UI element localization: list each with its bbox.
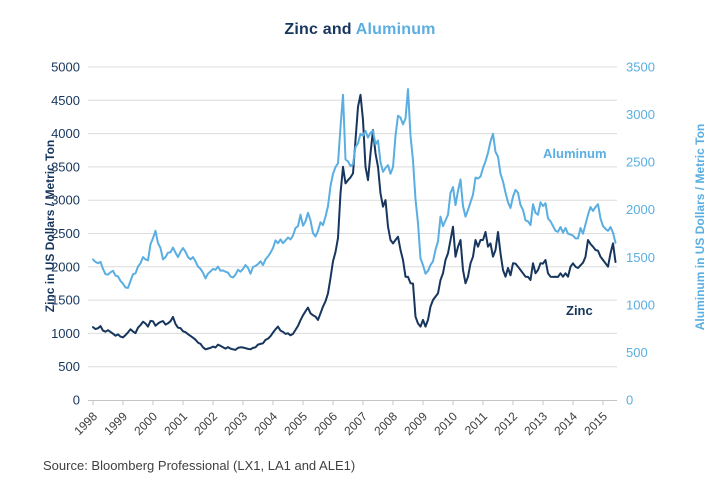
x-tick-label: 2013	[521, 409, 550, 438]
aluminum-price-line	[92, 88, 617, 289]
x-tick-label: 2012	[491, 409, 520, 438]
right-y-tick-label: 2000	[626, 202, 655, 217]
right-y-tick-label: 3000	[626, 107, 655, 122]
x-tick-label: 1999	[101, 409, 130, 438]
chart-title-aluminum: Aluminum	[355, 21, 436, 38]
left-y-tick-label: 3000	[51, 193, 80, 208]
left-y-tick-label: 1500	[51, 293, 80, 308]
aluminum-series-label: Aluminum	[543, 146, 607, 161]
zinc-price-line	[92, 93, 617, 351]
right-y-tick-label: 1500	[626, 250, 655, 265]
right-y-tick-label: 1000	[626, 297, 655, 312]
x-tick-label: 2007	[341, 409, 370, 438]
left-y-tick-label: 4000	[51, 126, 80, 141]
x-tick-label: 2005	[281, 409, 310, 438]
left-axis-title: Zinc in US Dollars / Metric Ton	[43, 139, 57, 313]
x-tick-label: 2000	[131, 409, 160, 438]
left-y-tick-label: 5000	[51, 60, 80, 75]
source-citation: Source: Bloomberg Professional (LX1, LA1…	[43, 458, 356, 473]
left-y-tick-label: 2000	[51, 259, 80, 274]
left-y-tick-label: 500	[58, 359, 80, 374]
x-tick-label: 2010	[431, 409, 460, 438]
right-y-tick-label: 500	[626, 345, 648, 360]
x-tick-label: 2004	[251, 409, 280, 438]
chart-title-zinc: Zinc and	[284, 21, 352, 38]
zinc-series-label: Zinc	[566, 303, 593, 318]
x-tick-label: 2003	[221, 409, 250, 438]
left-y-tick-label: 4500	[51, 93, 80, 108]
x-tick-label: 2011	[462, 409, 490, 437]
x-tick-label: 1998	[71, 409, 100, 438]
right-y-tick-label: 2500	[626, 155, 655, 170]
right-y-tick-label: 0	[626, 393, 633, 408]
x-tick-label: 2006	[311, 409, 340, 438]
x-tick-label: 2014	[551, 409, 580, 438]
x-tick-label: 2015	[581, 409, 610, 438]
x-tick-label: 2008	[371, 409, 400, 438]
left-y-tick-label: 3500	[51, 159, 80, 174]
x-tick-label: 2001	[161, 409, 190, 438]
left-y-tick-label: 1000	[51, 326, 80, 341]
right-axis-title: Aluminum in US Dollars / Metric Ton	[693, 123, 707, 331]
left-y-tick-label: 2500	[51, 226, 80, 241]
chart-title: Zinc and Aluminum	[0, 21, 720, 39]
left-y-tick-label: 0	[73, 393, 80, 408]
x-tick-label: 2009	[401, 409, 430, 438]
x-tick-label: 2002	[191, 409, 220, 438]
right-y-tick-label: 3500	[626, 60, 655, 75]
